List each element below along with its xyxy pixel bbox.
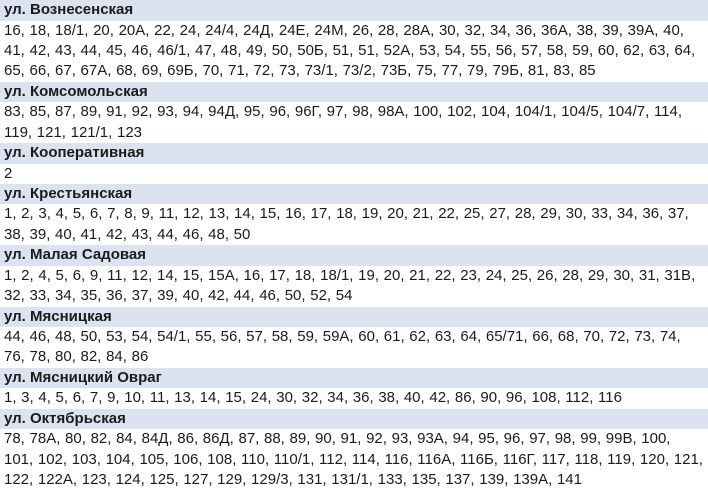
street-name: ул. Мясницкая <box>0 306 708 328</box>
street-section-myasnitsky-ovrag: ул. Мясницкий Овраг 1, 3, 4, 5, 6, 7, 9,… <box>0 367 708 409</box>
street-section-malaya-sadovaya: ул. Малая Садовая 1, 2, 4, 5, 6, 9, 11, … <box>0 245 708 306</box>
house-numbers: 16, 18, 18/1, 20, 20А, 22, 24, 24/4, 24Д… <box>4 21 696 80</box>
street-name: ул. Вознесенская <box>0 0 708 21</box>
street-section-komsomolskaya: ул. Комсомольская 83, 85, 87, 89, 91, 92… <box>0 81 708 143</box>
street-name: ул. Мясницкий Овраг <box>0 367 708 389</box>
street-name: ул. Кооперативная <box>0 143 708 164</box>
street-section-myasnitskaya: ул. Мясницкая 44, 46, 48, 50, 53, 54, 54… <box>0 306 708 368</box>
street-section-kooperativnaya: ул. Кооперативная 2 <box>0 143 708 184</box>
street-name: ул. Малая Садовая <box>0 245 708 266</box>
house-numbers: 83, 85, 87, 89, 91, 92, 93, 94, 94Д, 95,… <box>4 103 683 141</box>
house-numbers: 1, 2, 3, 4, 5, 6, 7, 8, 9, 11, 12, 13, 1… <box>4 205 689 243</box>
house-numbers: 78, 78А, 80, 82, 84, 84Д, 86, 86Д, 87, 8… <box>4 430 703 489</box>
street-section-oktyabrskaya: ул. Октябрьская 78, 78А, 80, 82, 84, 84Д… <box>0 408 708 491</box>
house-numbers: 44, 46, 48, 50, 53, 54, 54/1, 55, 56, 57… <box>4 328 681 366</box>
street-name: ул. Комсомольская <box>0 81 708 103</box>
house-numbers: 2 <box>4 164 13 182</box>
street-name: ул. Октябрьская <box>0 408 708 430</box>
house-numbers: 1, 2, 4, 5, 6, 9, 11, 12, 14, 15, 15А, 1… <box>4 266 696 305</box>
street-section-voznesenskaya: ул. Вознесенская 16, 18, 18/1, 20, 20А, … <box>0 0 708 82</box>
street-name: ул. Крестьянская <box>0 183 708 205</box>
street-section-krestyanskaya: ул. Крестьянская 1, 2, 3, 4, 5, 6, 7, 8,… <box>0 183 708 245</box>
house-numbers: 1, 3, 4, 5, 6, 7, 9, 10, 11, 13, 14, 15,… <box>4 389 622 407</box>
